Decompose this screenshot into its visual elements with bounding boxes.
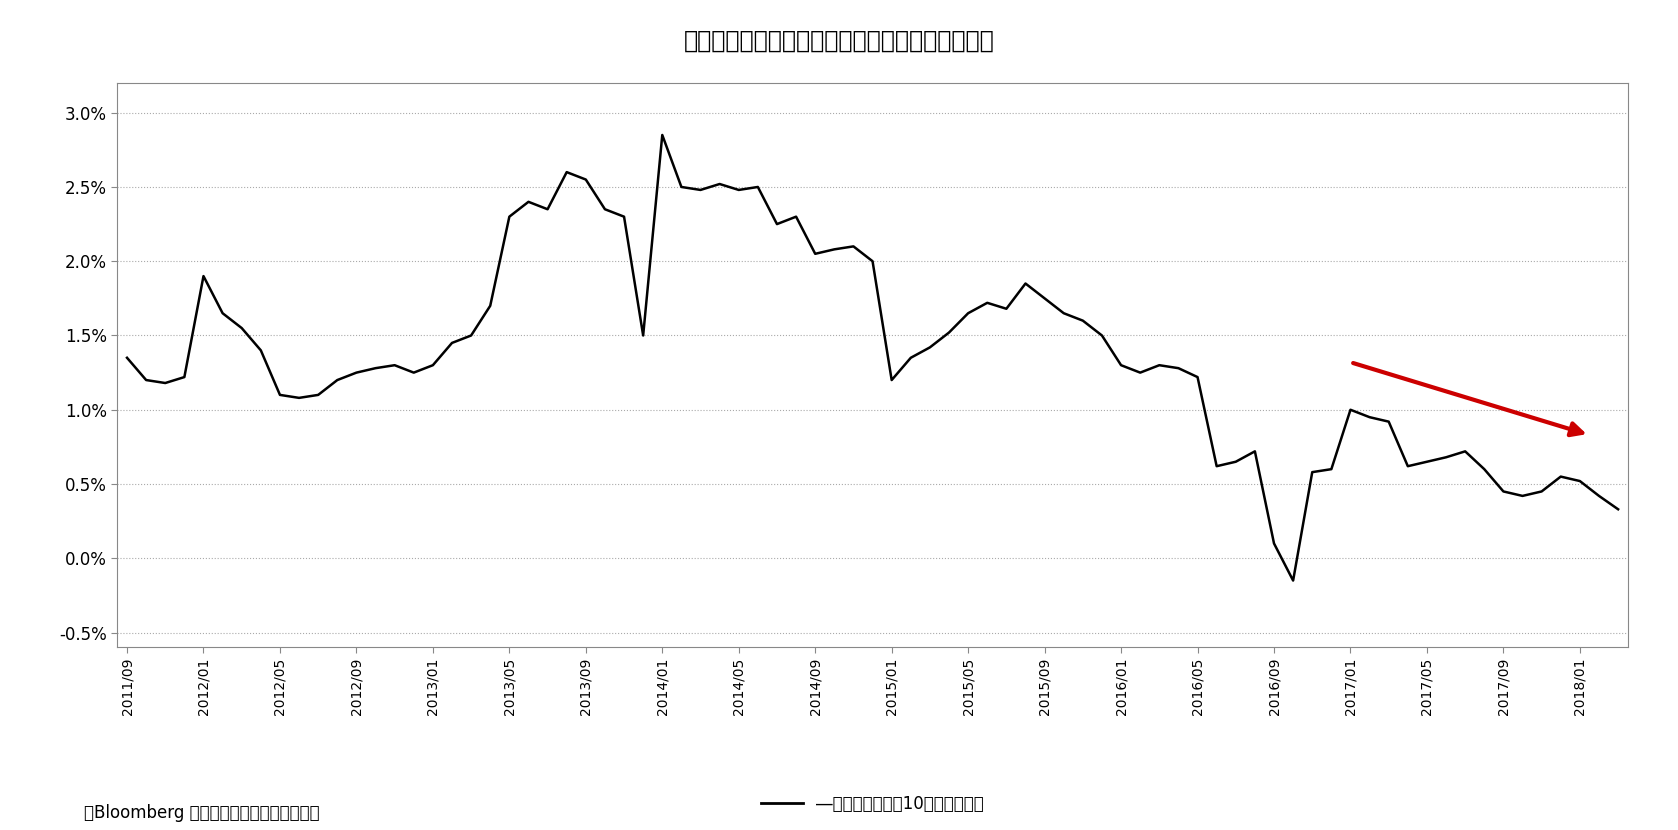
- Legend: ―ヘッジ付き米国10年国傘利回り: ―ヘッジ付き米国10年国傘利回り: [755, 788, 990, 820]
- Text: 図表１：ヘッジ付き米国１０年国傘利回りの推移: 図表１：ヘッジ付き米国１０年国傘利回りの推移: [683, 29, 995, 53]
- Text: （Bloomberg データより、著者にて作成）: （Bloomberg データより、著者にて作成）: [84, 803, 319, 822]
